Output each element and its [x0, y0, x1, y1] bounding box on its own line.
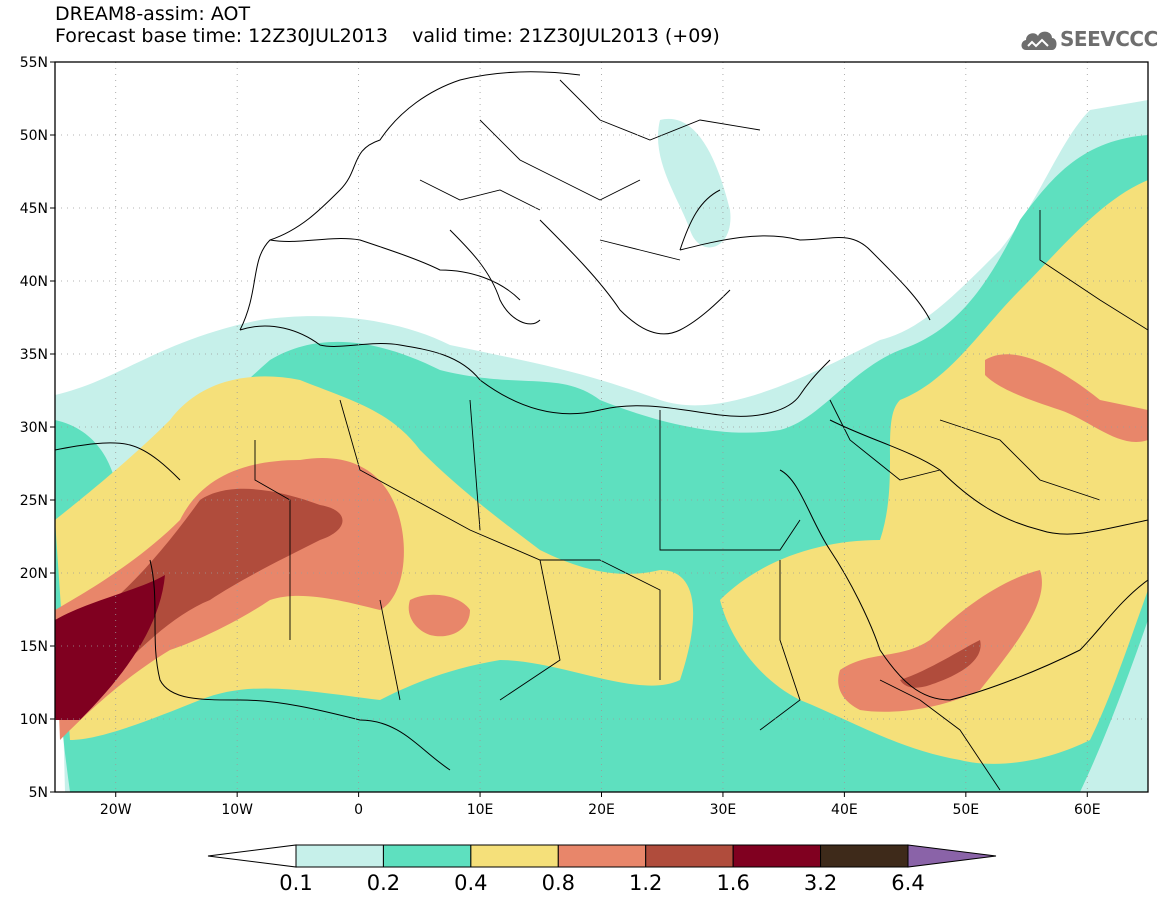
lat-label: 30N: [20, 420, 48, 436]
colorbar-under-arrow: [207, 844, 297, 868]
aot-band-0.8-east: [838, 570, 1042, 712]
lon-label: 10W: [221, 802, 253, 818]
map-axes: 55N 50N 45N 40N 35N 30N 25N 20N 15N 10N 5N 20W 10W 0 1…: [20, 55, 1101, 818]
colorbar-swatch: [557, 844, 647, 868]
lon-label: 20E: [588, 802, 615, 818]
colorbar-label: 0.1: [279, 871, 312, 895]
colorbar-swatch: [470, 844, 559, 868]
aot-band-0.8-iran: [985, 354, 1148, 443]
colorbar-label: 6.4: [891, 871, 924, 895]
lat-label: 50N: [20, 128, 48, 144]
cloud-icon: [1021, 31, 1057, 50]
lon-label: 40E: [831, 802, 858, 818]
lat-label: 15N: [20, 639, 48, 655]
aot-band-0.1-east: [657, 118, 731, 248]
coastlines: [55, 71, 1148, 771]
colorbar-label: 0.4: [454, 871, 487, 895]
lon-label: 20W: [100, 802, 132, 818]
lon-label: 60E: [1074, 802, 1101, 818]
aot-fields: [55, 62, 1148, 792]
lat-label: 40N: [20, 274, 48, 290]
lat-label: 35N: [20, 347, 48, 363]
lat-label: 5N: [29, 785, 48, 801]
colorbar-swatch: [295, 844, 384, 868]
aot-band-1.2-east: [900, 640, 981, 688]
colorbar: 0.1 0.2 0.4 0.8 1.2 1.6 3.2 6.4: [207, 844, 997, 895]
colorbar-label: 1.2: [629, 871, 662, 895]
colorbar-label: 3.2: [804, 871, 837, 895]
lat-label: 10N: [20, 712, 48, 728]
lon-label: 50E: [952, 802, 979, 818]
lon-label: 30E: [710, 802, 737, 818]
lat-label: 55N: [20, 55, 48, 71]
colorbar-swatch: [645, 844, 734, 868]
colorbar-swatch: [382, 844, 472, 868]
lat-label: 45N: [20, 201, 48, 217]
colorbar-over-arrow: [907, 844, 997, 868]
lat-lon-grid: [55, 62, 1148, 792]
aot-band-0.8-blob: [408, 594, 470, 637]
map-title: DREAM8-assim: AOT: [55, 3, 251, 25]
colorbar-swatch: [820, 844, 909, 868]
aot-band-1.6: [55, 575, 165, 720]
colorbar-label: 0.2: [367, 871, 400, 895]
colorbar-swatch: [732, 844, 822, 868]
lon-label: 0: [354, 802, 363, 818]
colorbar-label: 1.6: [716, 871, 749, 895]
forecast-times: Forecast base time: 12Z30JUL2013 valid t…: [55, 25, 720, 47]
lat-label: 25N: [20, 493, 48, 509]
lon-label: 10E: [467, 802, 494, 818]
colorbar-label: 0.8: [542, 871, 575, 895]
logo-text: SEEVCCC: [1060, 27, 1158, 51]
country-borders: [254, 79, 1148, 791]
lat-label: 20N: [20, 566, 48, 582]
aot-band-1.2: [55, 488, 343, 720]
